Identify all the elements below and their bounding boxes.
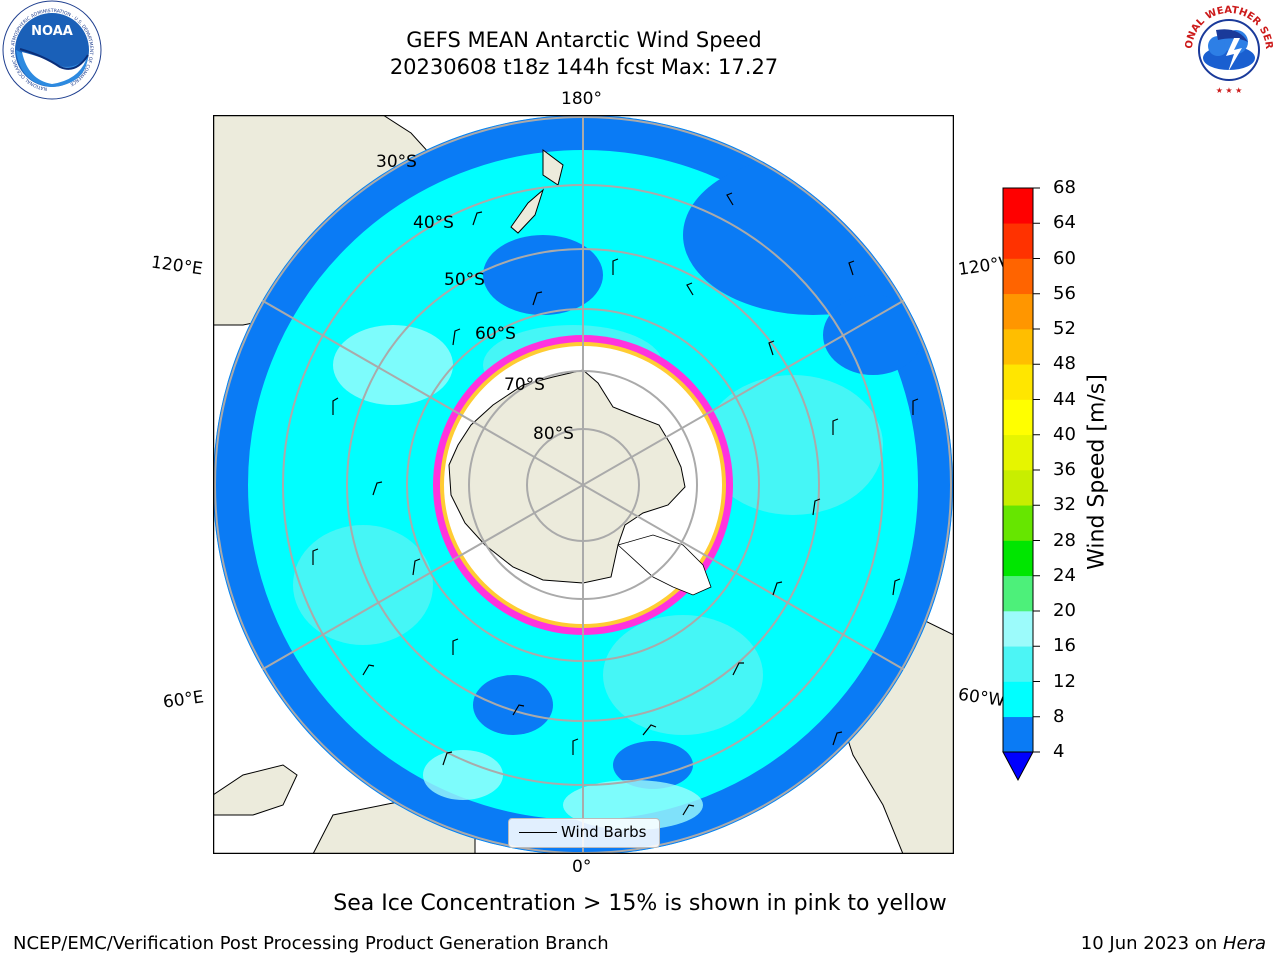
- colorbar-bin: [1003, 575, 1033, 612]
- sea-ice-caption: Sea Ice Concentration > 15% is shown in …: [333, 891, 947, 916]
- colorbar-tick-label: 56: [1053, 282, 1076, 304]
- footer-date: 10 Jun 2023 on Hera: [1081, 933, 1266, 954]
- colorbar-tick-label: 48: [1053, 353, 1076, 375]
- lon-label-120e: 120°E: [149, 252, 204, 280]
- madagascar-land: [213, 764, 298, 816]
- lon-label-180: 180°: [561, 89, 602, 109]
- colorbar-bin: [1003, 470, 1033, 506]
- lat-label-50s: 50°S: [444, 270, 485, 290]
- colorbar-bin: [1003, 716, 1033, 753]
- colorbar-tick-label: 36: [1053, 459, 1076, 480]
- colorbar-label: Wind Speed [m/s]: [1084, 374, 1110, 570]
- colorbar-tick-label: 28: [1053, 529, 1076, 551]
- colorbar-tick-label: 12: [1053, 670, 1076, 692]
- lat-label-70s: 70°S: [504, 375, 545, 395]
- colorbar-tick-label: 24: [1053, 564, 1076, 586]
- colorbar-tick-label: 16: [1053, 635, 1076, 657]
- colorbar-tick-label: 44: [1053, 388, 1076, 410]
- colorbar-bin: [1003, 540, 1033, 577]
- lat-label-40s: 40°S: [413, 213, 454, 233]
- new-zealand-land: [510, 149, 564, 234]
- wind-barbs: [312, 192, 919, 816]
- colorbar-tick-label: 68: [1053, 177, 1076, 198]
- colorbar-bin: [1003, 293, 1033, 330]
- svg-text:★ ★ ★: ★ ★ ★: [1216, 86, 1243, 95]
- colorbar-bin: [1003, 364, 1033, 400]
- colorbar-bin: [1003, 258, 1033, 295]
- noaa-logo: NOAA NATIONAL OCEANIC AND ATMOSPHERIC AD…: [2, 0, 102, 100]
- colorbar-tick-label: 40: [1053, 423, 1076, 445]
- colorbar-tick-label: 20: [1053, 600, 1076, 621]
- chart-title: GEFS MEAN Antarctic Wind Speed: [406, 28, 762, 52]
- colorbar-bin: [1003, 646, 1033, 682]
- colorbar-tick-label: 52: [1053, 318, 1076, 339]
- colorbar-tick-label: 60: [1053, 247, 1076, 269]
- colorbar-tick-label: 4: [1053, 741, 1065, 762]
- colorbar-bin: [1003, 223, 1033, 259]
- colorbar-tick-label: 8: [1053, 705, 1065, 727]
- wind-barb-legend-label: Wind Barbs: [561, 823, 647, 841]
- noaa-logo-text: NOAA: [31, 24, 73, 39]
- lat-label-30s: 30°S: [376, 152, 417, 172]
- colorbar-bin: [1003, 188, 1033, 224]
- colorbar-bin: [1003, 681, 1033, 718]
- footer-date-text: 10 Jun 2023 on: [1080, 933, 1223, 954]
- colorbar-bin: [1003, 399, 1033, 436]
- wind-barb-legend-line: [519, 832, 557, 833]
- chart-subtitle: 20230608 t18z 144h fcst Max: 17.27: [389, 55, 779, 79]
- colorbar-bin: [1003, 329, 1033, 365]
- colorbar-bin: [1003, 505, 1033, 541]
- map-legend: Wind Barbs: [508, 818, 660, 848]
- colorbar-bin: [1003, 434, 1033, 471]
- lon-label-60e: 60°E: [161, 687, 206, 713]
- footer-branch: NCEP/EMC/Verification Post Processing Pr…: [13, 933, 609, 954]
- lat-label-60s: 60°S: [475, 324, 516, 344]
- colorbar-under-extension: [1002, 751, 1034, 782]
- colorbar-tick-label: 64: [1053, 212, 1076, 234]
- antarctic-wind-map: [213, 115, 954, 854]
- nws-logo: NATIONAL WEATHER SERVICE ★ ★ ★: [1178, 0, 1277, 98]
- lon-label-60w: 60°W: [956, 684, 1007, 712]
- footer-host: Hera: [1222, 933, 1266, 954]
- colorbar-tick-label: 32: [1053, 494, 1076, 516]
- wind-speed-colorbar: [1002, 187, 1040, 782]
- lon-label-0: 0°: [572, 857, 592, 877]
- lat-label-80s: 80°S: [533, 424, 574, 444]
- colorbar-bin: [1003, 611, 1033, 647]
